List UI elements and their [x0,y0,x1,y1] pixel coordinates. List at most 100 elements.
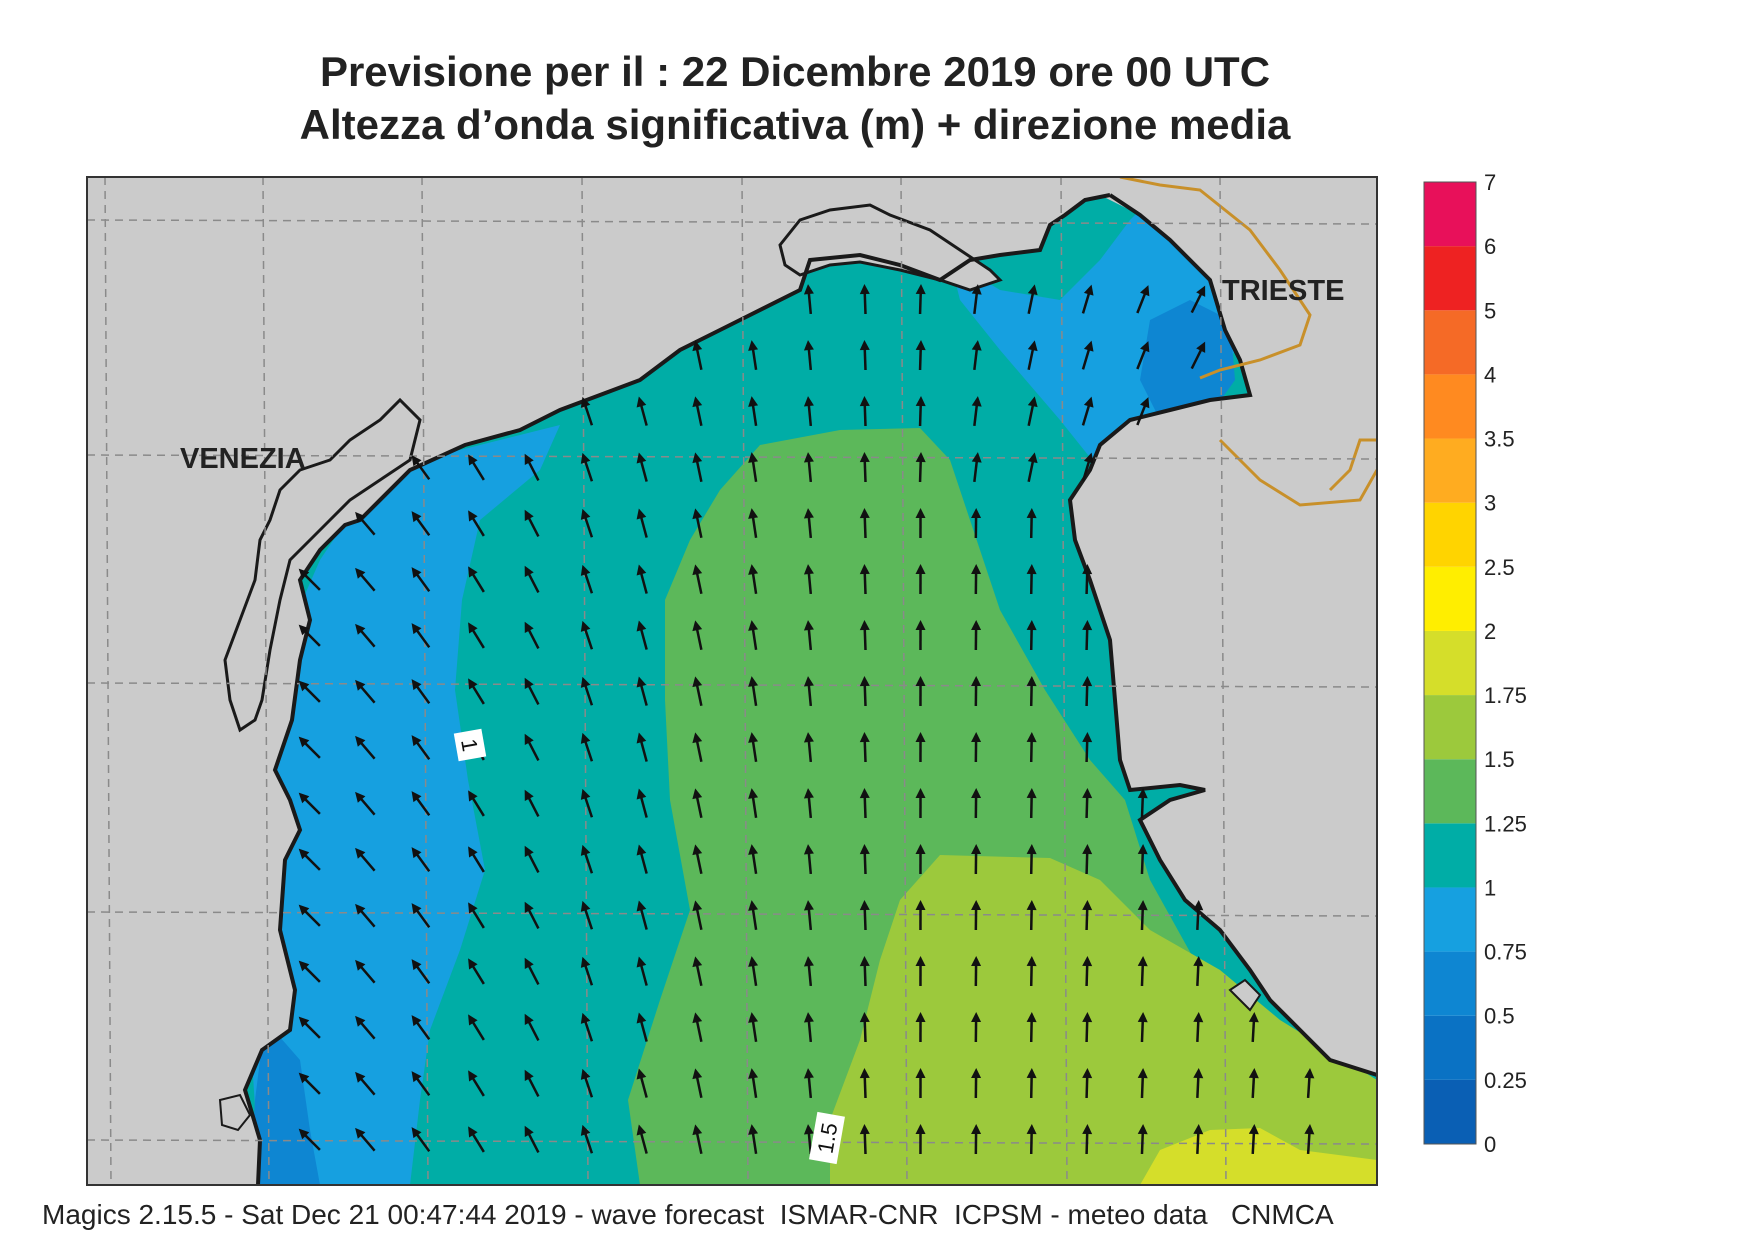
wave-direction-arrow [524,957,540,986]
legend-swatch [1424,246,1476,311]
wave-direction-arrow [468,1126,485,1153]
grid-meridian [421,177,429,1185]
wave-direction-arrow [524,1013,540,1042]
wave-direction-arrow [915,1012,926,1043]
venice-lagoon-land [223,397,422,733]
wave-direction-arrow [580,452,594,482]
wave-direction-arrow [1248,1124,1259,1155]
wave-direction-arrow [1026,732,1037,763]
wave-direction-arrow [748,1124,759,1155]
wave-direction-arrow [971,508,982,539]
wave-direction-arrow [355,567,376,592]
wave-direction-arrow [1026,1068,1037,1099]
legend-label: 0.25 [1484,1068,1527,1093]
contour-label-1: 1 [453,728,487,762]
wave-direction-arrow [468,566,485,593]
wave-direction-arrow [411,511,431,537]
legend-label: 6 [1484,234,1496,259]
wave-direction-arrow [468,622,485,649]
wave-direction-arrow [803,396,814,427]
wave-direction-arrow [803,340,814,371]
legend-label: 2 [1484,619,1496,644]
wave-direction-arrow [1026,620,1037,651]
wave-direction-arrow [411,1127,431,1153]
wave-direction-arrow [1193,1068,1204,1099]
wave-direction-arrow [298,904,321,927]
wave-direction-arrow [803,1124,814,1155]
coastline-west [242,193,1111,1185]
wave-direction-arrow [411,959,431,985]
wave-direction-arrow [1193,956,1204,987]
legend-frame [1423,181,1477,1145]
wave-direction-arrow [524,789,540,818]
wave-direction-arrow [692,676,703,706]
wave-direction-arrow [580,900,594,930]
wave-direction-arrow [748,676,759,707]
wave-direction-arrow [971,1012,982,1043]
island-trieste [1220,285,1248,315]
wave-direction-arrow [859,1068,870,1099]
wave-direction-arrow [859,956,870,987]
grid-meridian [1060,177,1068,1185]
wave-direction-arrow [915,508,926,539]
legend-swatch [1424,502,1476,567]
wave-direction-arrow [859,1012,870,1043]
wave-direction-arrow [355,735,376,760]
wave-direction-arrow [580,564,594,594]
wave-direction-arrow [859,508,870,539]
land-east [1070,177,1377,1075]
legend-label: 1 [1484,875,1496,900]
land-west [87,177,1110,1185]
wave-direction-arrow [636,1068,648,1098]
wave-direction-arrow [1137,1012,1148,1043]
wave-direction-arrow [1082,732,1093,763]
wave-direction-arrow [1136,285,1150,314]
wave-direction-arrow [1082,564,1093,595]
wave-direction-arrow [971,564,982,595]
wave-direction-arrow [748,788,759,819]
wave-direction-arrow [298,1016,321,1039]
legend-label: 1.75 [1484,683,1527,708]
wave-direction-arrow [748,1068,759,1099]
wave-direction-arrow [748,620,759,651]
wave-direction-arrow [803,508,814,539]
wave-direction-arrow [468,454,485,481]
wave-direction-arrow [355,511,376,536]
wave-direction-arrow [1193,1124,1204,1155]
wave-direction-arrow [803,452,814,483]
wave-direction-arrow [411,679,431,705]
wave-direction-arrow [1081,396,1094,426]
wave-direction-arrow [580,732,594,762]
contour-label-text: 1 [456,737,483,753]
footer-credits: Magics 2.15.5 - Sat Dec 21 00:47:44 2019… [42,1199,1334,1230]
grid-meridian [262,177,270,1185]
wave-direction-arrow [1137,788,1148,819]
wave-direction-arrow [1027,396,1038,426]
wave-direction-arrow [580,1012,594,1042]
wave-direction-arrow [468,902,485,929]
wave-direction-arrow [1026,1012,1037,1043]
wave-direction-arrow [915,956,926,987]
wave-direction-arrow [298,848,321,871]
wave-direction-arrow [1082,676,1093,707]
grid-meridian [900,177,908,1185]
wave-direction-arrow [524,1069,540,1098]
wave-direction-arrow [859,900,870,931]
wave-direction-arrow [411,847,431,873]
wave-direction-arrow [636,508,648,538]
wave-direction-arrow [1081,452,1094,482]
wave-direction-arrow [1248,1012,1259,1043]
wave-zone-ne-0.5-0.75 [1140,300,1235,420]
contour-label-text: 1.5 [813,1121,843,1155]
legend-label: 1.5 [1484,747,1515,772]
wave-direction-arrow [524,677,540,706]
legend-swatch [1424,951,1476,1016]
wave-direction-arrow [859,788,870,819]
wave-direction-arrow [1248,1068,1259,1099]
wave-direction-arrow [468,510,485,537]
wave-direction-arrow [1026,508,1037,539]
wave-direction-arrow [580,620,594,650]
wave-direction-arrow [859,1124,870,1155]
wave-direction-arrow [1082,956,1093,987]
